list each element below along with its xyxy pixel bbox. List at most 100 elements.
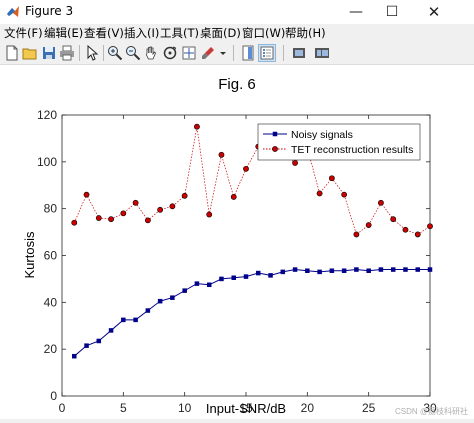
- noisy-signals-point: [403, 267, 408, 272]
- tet-reconstruction-point: [169, 203, 176, 210]
- insert-colorbar-icon[interactable]: [240, 45, 256, 61]
- open-folder-icon[interactable]: [22, 45, 38, 61]
- y-tick-label: 80: [44, 202, 58, 216]
- zoom-out-icon[interactable]: [125, 45, 141, 61]
- noisy-signals-point: [329, 268, 335, 273]
- menu-window[interactable]: 窗口(W): [242, 26, 286, 40]
- toolbar-separator: [283, 45, 284, 61]
- zoom-in-icon[interactable]: [107, 45, 123, 61]
- window-title: Figure 3: [25, 4, 74, 18]
- tet-reconstruction-point: [108, 216, 114, 223]
- noisy-signals-point: [231, 275, 236, 280]
- rotate-3d-icon[interactable]: [162, 45, 178, 61]
- noisy-signals-point: [206, 282, 212, 288]
- tet-reconstruction-point: [71, 219, 78, 226]
- tet-reconstruction-point: [181, 192, 188, 199]
- menu-bar: 文件(F) 编辑(E) 查看(V) 插入(I) 工具(T) 桌面(D) 窗口(W…: [0, 24, 474, 42]
- tet-reconstruction-legend-label: TET reconstruction results: [291, 144, 413, 156]
- toolbar: [0, 42, 474, 65]
- tet-reconstruction-point: [390, 216, 397, 223]
- maximize-button[interactable]: ☐: [385, 4, 399, 20]
- tet-reconstruction-point: [95, 215, 102, 221]
- noisy-signals-point: [268, 273, 273, 278]
- print-icon[interactable]: [59, 45, 75, 61]
- minimize-button[interactable]: —: [349, 4, 363, 20]
- chart-title: Fig. 6: [218, 76, 256, 93]
- noisy-signals-point: [243, 274, 249, 279]
- toolbar-separator: [233, 45, 234, 61]
- tet-reconstruction-point: [427, 223, 433, 230]
- x-tick-label: 25: [362, 401, 376, 415]
- noisy-signals-point: [280, 269, 286, 275]
- hide-plot-tools-icon[interactable]: [291, 45, 307, 61]
- axis-ticks: 0 5 10 15 20 25 30 0 20 40 60 80 100 120: [37, 108, 437, 415]
- brush-icon[interactable]: [200, 45, 216, 61]
- tet-reconstruction-point: [414, 231, 421, 238]
- tet-reconstruction-point: [132, 199, 139, 206]
- y-tick-label: 60: [44, 249, 58, 263]
- noisy-signals-point: [121, 317, 126, 323]
- tet-reconstruction-point: [341, 191, 348, 198]
- legend[interactable]: Noisy signals TET reconstruction results: [257, 123, 421, 161]
- menu-insert[interactable]: 插入(I): [124, 26, 160, 40]
- tet-reconstruction-point: [353, 231, 360, 238]
- tet-reconstruction-point: [218, 151, 225, 158]
- x-tick-label: 5: [120, 401, 127, 415]
- noisy-signals-point: [378, 267, 384, 272]
- x-axis-label: Input-SNR/dB: [206, 401, 286, 416]
- y-tick-label: 100: [37, 155, 57, 169]
- tet-reconstruction-point: [328, 175, 335, 182]
- tet-reconstruction-point: [83, 191, 90, 198]
- save-icon[interactable]: [41, 45, 57, 61]
- noisy-signals-point: [256, 270, 261, 276]
- show-plot-tools-icon[interactable]: [314, 45, 330, 61]
- noisy-signals-legend-marker: [272, 131, 278, 137]
- y-tick-label: 0: [50, 389, 57, 403]
- tet-reconstruction-point: [365, 222, 372, 228]
- x-tick-label: 0: [59, 401, 66, 415]
- tet-reconstruction-point: [378, 199, 384, 206]
- data-marks: [71, 123, 433, 359]
- menu-desktop[interactable]: 桌面(D): [200, 26, 241, 40]
- noisy-signals-point: [194, 281, 200, 286]
- toolbar-separator: [103, 45, 104, 61]
- close-button[interactable]: ✕: [427, 3, 441, 21]
- menu-file[interactable]: 文件(F): [4, 26, 43, 40]
- new-file-icon[interactable]: [4, 45, 20, 61]
- noisy-signals-point: [219, 276, 224, 282]
- x-tick-label: 20: [301, 401, 315, 415]
- tet-reconstruction-point: [120, 210, 127, 217]
- title-bar: Figure 3 — ☐ ✕: [0, 0, 474, 24]
- matlab-logo-icon: [7, 6, 19, 17]
- chart: Fig. 6 0 5 10 15 20 25 30 0 20 40 60 80 100 120 Input…: [22, 76, 468, 416]
- menu-help[interactable]: 帮助(H): [285, 26, 326, 40]
- noisy-signals-point: [96, 338, 102, 344]
- menu-edit[interactable]: 编辑(E): [44, 26, 84, 40]
- noisy-signals-legend-label: Noisy signals: [291, 129, 353, 141]
- tet-reconstruction-point: [243, 165, 249, 172]
- noisy-signals-point: [145, 308, 151, 313]
- y-axis-label: Kurtosis: [22, 231, 37, 278]
- tet-reconstruction-point: [157, 206, 164, 213]
- tet-reconstruction-legend-marker: [272, 146, 278, 152]
- chevron-down-icon[interactable]: [218, 45, 228, 61]
- insert-legend-icon[interactable]: [258, 44, 276, 62]
- x-tick-label: 10: [178, 401, 192, 415]
- figure-canvas: Fig. 6 0 5 10 15 20 25 30 0 20 40 60 80 100 120 Input…: [0, 65, 474, 419]
- y-tick-label: 120: [37, 108, 57, 122]
- tet-reconstruction-point: [194, 123, 200, 130]
- pan-hand-icon[interactable]: [143, 45, 159, 61]
- noisy-signals-point: [84, 343, 89, 348]
- noisy-signals-point: [170, 295, 175, 300]
- data-cursor-icon[interactable]: [181, 45, 197, 61]
- legend-box: [257, 123, 421, 161]
- menu-view[interactable]: 查看(V): [84, 26, 124, 40]
- noisy-signals-point: [415, 267, 420, 272]
- noisy-signals-point: [390, 267, 396, 272]
- menu-tools[interactable]: 工具(T): [160, 26, 199, 40]
- noisy-signals-point: [292, 267, 298, 272]
- pointer-icon[interactable]: [84, 45, 100, 61]
- tet-reconstruction-point: [292, 160, 298, 166]
- noisy-signals-point: [133, 317, 138, 323]
